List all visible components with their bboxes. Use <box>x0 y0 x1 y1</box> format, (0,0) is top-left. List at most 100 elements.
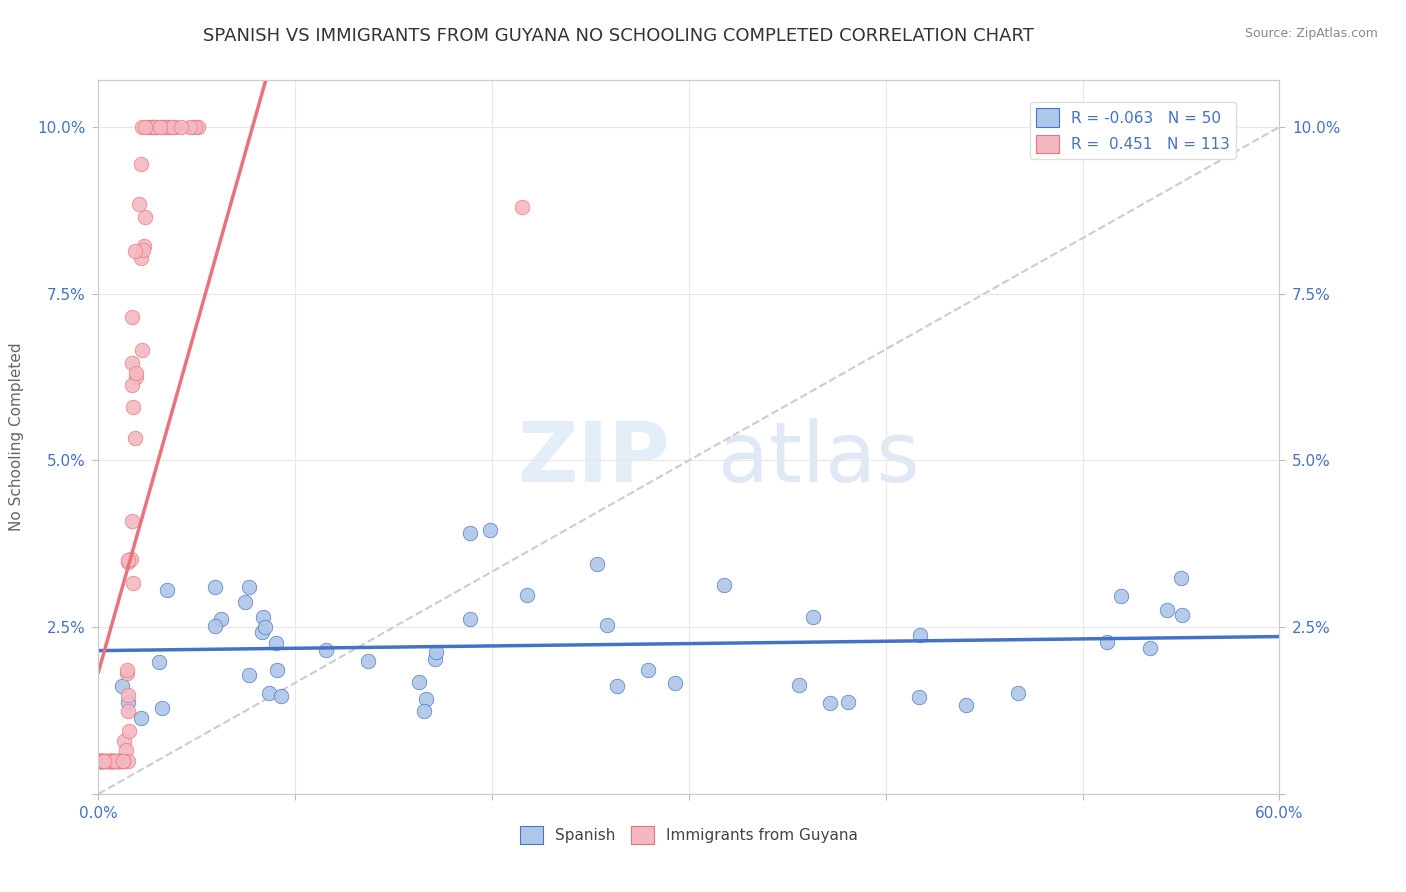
Point <box>606 679 628 693</box>
Point <box>157 120 180 134</box>
Point <box>107 754 129 768</box>
Point <box>121 356 143 370</box>
Point <box>152 701 174 715</box>
Point <box>315 643 337 657</box>
Point <box>90 754 112 768</box>
Point <box>510 200 533 214</box>
Point <box>458 612 481 626</box>
Point <box>93 754 115 768</box>
Point <box>254 620 277 634</box>
Point <box>152 120 174 134</box>
Point <box>1007 685 1029 699</box>
Point <box>101 754 124 768</box>
Point <box>478 523 501 537</box>
Point <box>138 120 160 134</box>
Point <box>134 120 156 134</box>
Point <box>163 120 186 134</box>
Point <box>91 754 114 768</box>
Point <box>104 754 127 768</box>
Point <box>259 686 281 700</box>
Point <box>209 612 232 626</box>
Point <box>423 652 446 666</box>
Point <box>142 120 165 134</box>
Point <box>125 366 148 380</box>
Point <box>118 723 141 738</box>
Point <box>101 754 124 768</box>
Point <box>115 742 138 756</box>
Point <box>89 754 111 768</box>
Point <box>104 754 127 768</box>
Point <box>90 754 112 768</box>
Point <box>98 754 121 768</box>
Point <box>357 654 380 668</box>
Point <box>134 210 156 224</box>
Point <box>90 754 112 768</box>
Point <box>1111 590 1133 604</box>
Point <box>121 515 143 529</box>
Point <box>187 120 209 134</box>
Point <box>235 595 257 609</box>
Point <box>105 754 128 768</box>
Point <box>1171 608 1194 623</box>
Point <box>238 667 260 681</box>
Point <box>183 120 205 134</box>
Point <box>103 754 125 768</box>
Point <box>97 754 120 768</box>
Point <box>160 120 183 134</box>
Point <box>117 695 139 709</box>
Point <box>156 582 179 597</box>
Point <box>112 734 135 748</box>
Point <box>789 678 811 692</box>
Point <box>90 754 112 768</box>
Point <box>664 676 686 690</box>
Point <box>117 688 139 702</box>
Point <box>117 754 139 768</box>
Point <box>138 120 160 134</box>
Point <box>101 754 124 768</box>
Point <box>250 624 273 639</box>
Point <box>150 120 173 134</box>
Point <box>131 120 153 134</box>
Point <box>204 580 226 594</box>
Point <box>110 754 132 768</box>
Point <box>110 754 132 768</box>
Point <box>100 754 122 768</box>
Point <box>97 754 120 768</box>
Point <box>412 704 434 718</box>
Point <box>94 754 117 768</box>
Point <box>94 754 117 768</box>
Point <box>408 674 430 689</box>
Point <box>586 557 609 571</box>
Point <box>108 754 131 768</box>
Point <box>162 120 184 134</box>
Point <box>103 754 125 768</box>
Point <box>107 754 129 768</box>
Point <box>837 695 859 709</box>
Point <box>238 580 260 594</box>
Point <box>90 754 112 768</box>
Point <box>115 665 138 680</box>
Point <box>204 619 226 633</box>
Point <box>103 754 125 768</box>
Point <box>94 754 117 768</box>
Point <box>87 754 110 768</box>
Point <box>112 754 135 768</box>
Point <box>803 609 825 624</box>
Point <box>90 754 112 768</box>
Point <box>155 120 177 134</box>
Point <box>1139 641 1161 656</box>
Point <box>121 401 143 415</box>
Point <box>89 754 111 768</box>
Point <box>100 754 122 768</box>
Point <box>179 120 201 134</box>
Point <box>112 754 135 768</box>
Y-axis label: No Schooling Completed: No Schooling Completed <box>8 343 24 532</box>
Point <box>120 552 142 566</box>
Point <box>101 754 124 768</box>
Point <box>97 754 120 768</box>
Point <box>266 663 288 677</box>
Point <box>252 609 274 624</box>
Point <box>101 754 124 768</box>
Point <box>105 754 128 768</box>
Point <box>90 754 112 768</box>
